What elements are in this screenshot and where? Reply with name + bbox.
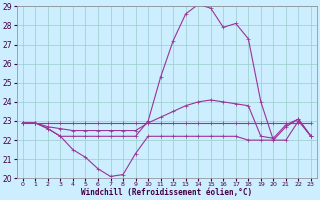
X-axis label: Windchill (Refroidissement éolien,°C): Windchill (Refroidissement éolien,°C)	[81, 188, 252, 197]
